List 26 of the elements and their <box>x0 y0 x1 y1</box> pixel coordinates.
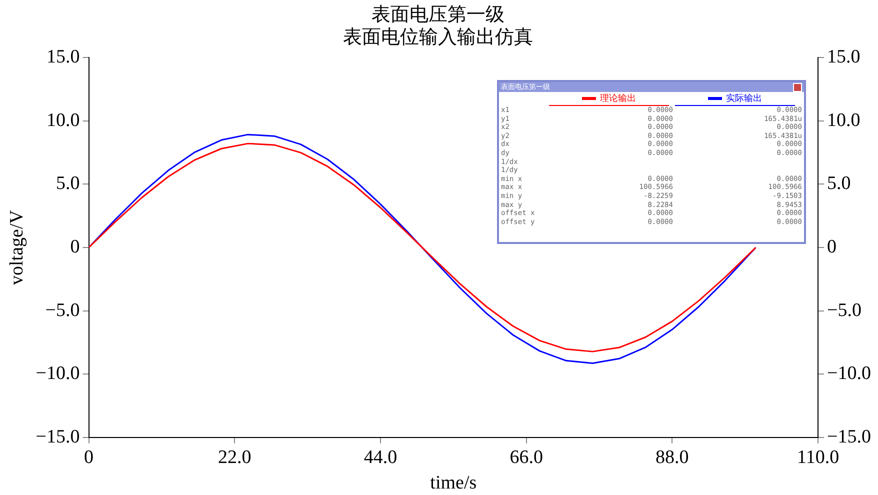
y-tick-label: −10.0 <box>36 363 80 384</box>
y2-tick-label: −5.0 <box>827 300 862 321</box>
y-tick-label: 10.0 <box>46 110 80 131</box>
legend-label: 理论输出 <box>600 94 636 104</box>
y-tick-label: −5.0 <box>45 300 80 321</box>
y2-tick-label: 0 <box>827 236 837 258</box>
y-axis-title: voltage/V <box>6 210 28 285</box>
y2-tick-label: −10.0 <box>827 363 872 384</box>
x-tick-label: 66.0 <box>510 446 543 468</box>
y-tick-label: −15.0 <box>36 426 80 448</box>
x-tick-label: 110.0 <box>797 446 840 468</box>
x-tick-label: 44.0 <box>364 446 398 468</box>
y-tick-label: 5.0 <box>56 173 80 194</box>
y-tick-label: 0 <box>70 236 80 258</box>
y2-tick-label: 10.0 <box>827 110 860 131</box>
x-tick-label: 22.0 <box>218 446 252 468</box>
x-axis-title: time/s <box>430 472 477 494</box>
y2-tick-label: −15.0 <box>827 426 872 448</box>
chart-subtitle: 表面电位输入输出仿真 <box>343 26 533 48</box>
chart-title: 表面电压第一级 <box>372 3 504 26</box>
legend-label: 实际输出 <box>726 94 762 104</box>
y-tick-label: 15.0 <box>46 46 80 68</box>
y2-tick-label: 5.0 <box>827 173 851 194</box>
x-tick-label: 88.0 <box>656 446 689 468</box>
x-tick-label: 0 <box>84 446 94 468</box>
y2-tick-label: 15.0 <box>827 46 860 68</box>
